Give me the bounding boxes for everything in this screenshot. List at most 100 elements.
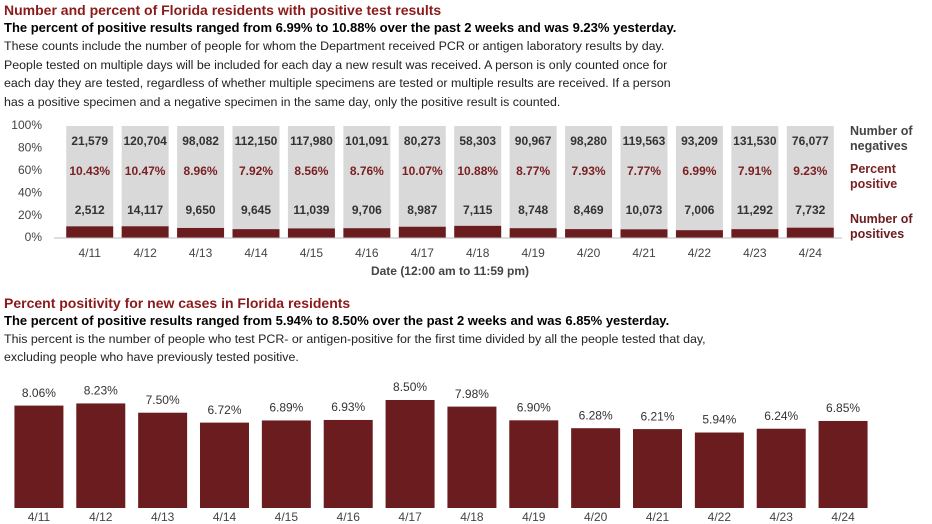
- x-tick-label: 4/21: [646, 510, 670, 524]
- y-tick-label: 20%: [18, 208, 42, 222]
- percent-label: 8.96%: [184, 164, 218, 178]
- percent-label: 8.76%: [350, 164, 384, 178]
- description-line: People tested on multiple days will be i…: [4, 57, 668, 72]
- y-tick-label: 100%: [11, 118, 42, 132]
- x-tick-label: 4/15: [300, 246, 324, 260]
- positives-bar: [675, 230, 723, 238]
- positives-label: 11,039: [293, 203, 329, 217]
- negatives-label: 112,150: [235, 134, 278, 148]
- positives-label: 2,512: [75, 203, 105, 217]
- positives-label: 14,117: [127, 203, 163, 217]
- percent-label: 7.77%: [627, 164, 661, 178]
- negatives-bar: [398, 126, 446, 227]
- x-tick-label: 4/24: [831, 510, 855, 524]
- x-tick-label: 4/11: [78, 246, 101, 260]
- value-label: 6.93%: [331, 400, 365, 414]
- description-line: excluding people who have previously tes…: [4, 350, 299, 364]
- value-label: 6.28%: [579, 408, 613, 422]
- percent-label: 10.88%: [457, 164, 498, 178]
- value-label: 8.06%: [22, 386, 56, 400]
- value-label: 7.98%: [455, 387, 489, 401]
- bar: [385, 400, 435, 508]
- positives-label: 10,073: [626, 203, 663, 217]
- value-label: 6.85%: [826, 401, 860, 415]
- positives-bar: [66, 226, 114, 238]
- bar: [571, 428, 621, 508]
- bar: [447, 406, 497, 508]
- x-tick-label: 4/15: [275, 510, 299, 524]
- x-tick-label: 4/20: [584, 510, 608, 524]
- x-tick-label: 4/17: [411, 246, 435, 260]
- negatives-bar: [66, 126, 114, 227]
- x-tick-label: 4/16: [355, 246, 379, 260]
- positives-label: 7,732: [795, 203, 825, 217]
- bar: [509, 420, 559, 508]
- description-line: This percent is the number of people who…: [4, 332, 706, 346]
- positives-label: 8,469: [574, 203, 604, 217]
- positives-bar: [509, 228, 557, 238]
- positives-label: 8,987: [407, 203, 437, 217]
- description-line: These counts include the number of peopl…: [4, 39, 665, 53]
- positives-bar: [731, 229, 779, 238]
- negatives-label: 131,530: [733, 134, 777, 148]
- positives-bar: [398, 226, 446, 238]
- percent-label: 10.47%: [125, 164, 166, 178]
- x-tick-label: 4/14: [213, 510, 237, 524]
- positives-bar: [121, 226, 169, 238]
- bar: [200, 422, 249, 508]
- x-tick-label: 4/22: [688, 246, 712, 260]
- y-tick-label: 0%: [25, 230, 43, 244]
- negatives-label: 80,273: [404, 134, 441, 148]
- negatives-bar: [620, 126, 668, 230]
- negatives-bar: [731, 126, 779, 230]
- negatives-label: 90,967: [515, 134, 552, 148]
- legend-label: Number of positives: [850, 212, 913, 241]
- value-label: 7.50%: [146, 393, 180, 407]
- value-label: 8.23%: [84, 384, 118, 398]
- bar: [818, 420, 868, 508]
- legend-label: Number of negatives: [850, 124, 913, 153]
- bar: [261, 420, 311, 508]
- percent-label: 10.07%: [402, 164, 443, 178]
- percent-label: 8.77%: [516, 164, 550, 178]
- positives-bar: [232, 229, 280, 238]
- x-tick-label: 4/17: [398, 510, 422, 524]
- value-label: 6.89%: [269, 401, 303, 415]
- value-label: 5.94%: [702, 413, 736, 427]
- negatives-label: 76,077: [792, 134, 829, 148]
- negatives-bar: [786, 126, 834, 228]
- negatives-bar: [343, 126, 391, 229]
- bar: [323, 419, 373, 508]
- negatives-label: 119,563: [623, 134, 666, 148]
- percent-label: 7.91%: [738, 164, 772, 178]
- negatives-label: 98,280: [570, 134, 607, 148]
- positives-bar: [343, 228, 391, 238]
- description-line: each day they are tested, regardless of …: [4, 76, 671, 90]
- value-label: 8.50%: [393, 380, 427, 394]
- positives-label: 9,645: [241, 203, 271, 217]
- bar: [138, 412, 188, 508]
- positives-label: 7,006: [684, 203, 714, 217]
- x-tick-label: 4/23: [770, 510, 794, 524]
- value-label: 6.90%: [517, 401, 551, 415]
- x-tick-label: 4/13: [151, 510, 175, 524]
- negatives-bar: [509, 126, 557, 229]
- x-tick-label: 4/24: [799, 246, 823, 260]
- percent-label: 9.23%: [793, 164, 827, 178]
- y-tick-label: 80%: [18, 141, 42, 155]
- positives-label: 9,650: [186, 203, 216, 217]
- x-tick-label: 4/11: [28, 510, 51, 524]
- bar: [694, 432, 744, 508]
- positives-label: 9,706: [352, 203, 382, 217]
- x-tick-label: 4/12: [89, 510, 113, 524]
- percent-label: 7.93%: [572, 164, 606, 178]
- negatives-bar: [121, 126, 169, 227]
- x-tick-label: 4/12: [133, 246, 157, 260]
- chart-title: Number and percent of Florida residents …: [4, 2, 442, 18]
- negatives-bar: [454, 126, 502, 226]
- positives-bar: [287, 228, 335, 238]
- x-tick-label: 4/16: [337, 510, 361, 524]
- negatives-bar: [675, 126, 723, 231]
